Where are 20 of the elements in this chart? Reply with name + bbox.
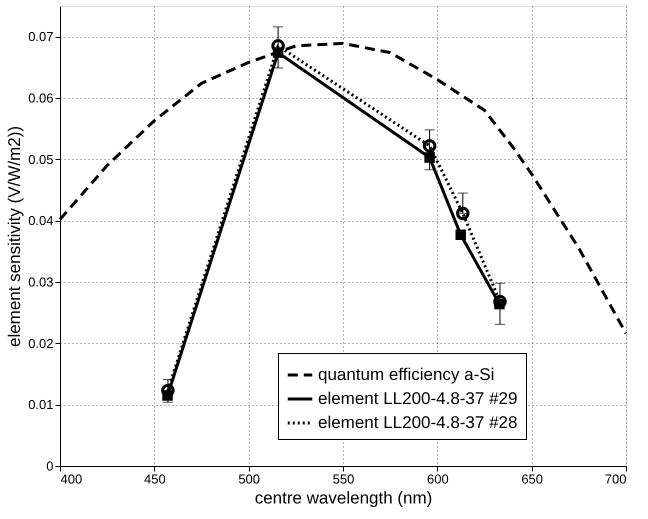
x-tick-label: 600 [426, 472, 449, 486]
y-tick-label: 0.07 [28, 29, 54, 44]
y-tick-label: 0.03 [28, 274, 54, 290]
x-tick-label: 400 [60, 472, 82, 486]
y-tick-label: 0.02 [28, 336, 54, 351]
y-tick-label: 0.05 [28, 152, 54, 167]
x-tick-label: 700 [604, 472, 626, 486]
x-axis-title: centre wavelength (nm) [254, 488, 432, 508]
legend-label: quantum efficiency a-Si [318, 365, 494, 384]
legend-label: element LL200-4.8-37 #28 [318, 413, 518, 432]
y-axis-title: element sensitivity (V/W/m2)) [5, 126, 24, 348]
y-tick-label: 0.04 [28, 213, 54, 228]
y-tick-label: 0.01 [28, 397, 54, 412]
x-tick-label: 450 [144, 472, 166, 486]
y-tick-label: 0.06 [28, 90, 54, 106]
legend-label: element LL200-4.8-37 #29 [318, 389, 518, 408]
y-tick-label: 0 [46, 458, 54, 474]
x-tick-label: 650 [521, 472, 544, 486]
x-tick-label: 550 [332, 472, 354, 486]
x-tick-label: 500 [238, 472, 260, 486]
